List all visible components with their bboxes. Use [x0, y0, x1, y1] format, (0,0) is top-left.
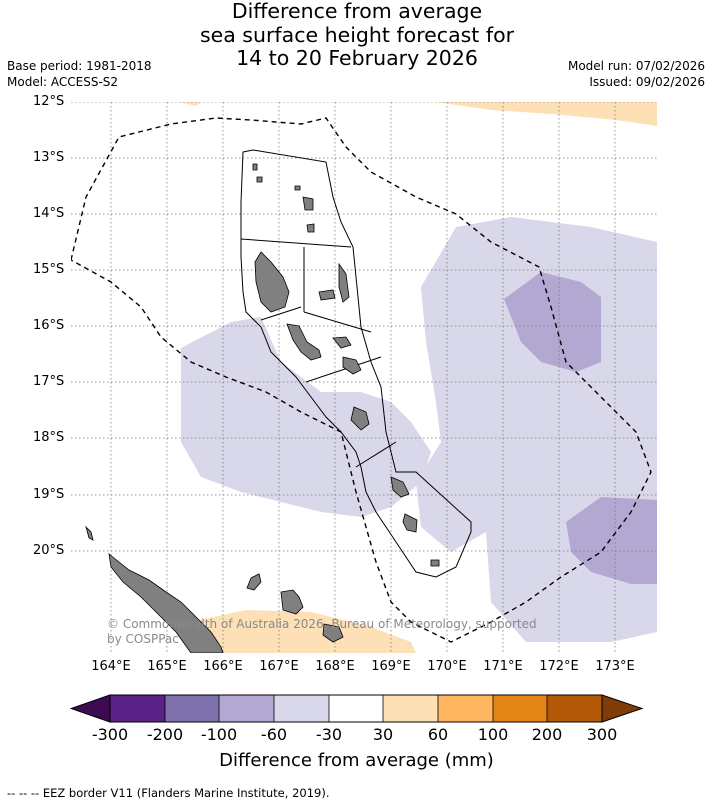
lon-label: 172°E [539, 659, 579, 674]
island [402, 513, 418, 533]
colorbar-tick: -300 [91, 725, 129, 744]
island [350, 406, 370, 431]
colorbar-tick: -200 [146, 725, 184, 744]
island [306, 223, 315, 233]
anomaly-region-neg-60-100 [504, 272, 601, 372]
island [322, 623, 344, 643]
lat-label: 16°S [33, 318, 65, 333]
graticule [71, 102, 657, 653]
island [430, 559, 440, 567]
title-line-1: Difference from average [231, 0, 483, 23]
lat-label: 18°S [33, 430, 65, 445]
colorbar-segment [274, 695, 329, 722]
island [108, 553, 224, 653]
colorbar-segment [438, 695, 493, 722]
colorbar-tick: -60 [260, 725, 288, 744]
title-line-3: 14 to 20 February 2026 [236, 46, 478, 70]
anomaly-region-pos-30-60 [191, 610, 416, 653]
colorbar-tick: -100 [200, 725, 238, 744]
anomaly-region-neg-60-100 [566, 497, 657, 584]
lon-label: 165°E [147, 659, 187, 674]
colorbar-segment-under [70, 694, 111, 723]
copyright-notice: © Commonwealth of Australia 2026, Bureau… [107, 617, 537, 646]
colorbar-segment [383, 695, 438, 722]
anomaly-region-pos-30-60 [179, 102, 201, 106]
island [390, 476, 410, 498]
island [286, 323, 322, 361]
lon-label: 164°E [91, 659, 131, 674]
colorbar-segment [547, 695, 602, 722]
lat-label: 17°S [33, 374, 65, 389]
island [302, 196, 314, 211]
lon-label: 171°E [483, 659, 523, 674]
island [280, 589, 304, 615]
colorbar-segment-over [601, 694, 644, 723]
island [318, 289, 336, 301]
map-panel [71, 102, 657, 653]
model-name: Model: ACCESS-S2 [7, 75, 119, 89]
province-boundaries [240, 149, 472, 578]
lon-label: 170°E [427, 659, 467, 674]
island [332, 336, 352, 349]
lat-label: 14°S [33, 206, 65, 221]
anomaly-region-neg-30-60 [181, 317, 431, 517]
colorbar-segment [493, 695, 547, 722]
colorbar-tick: -30 [315, 725, 343, 744]
lat-label: 15°S [33, 262, 65, 277]
island [252, 163, 258, 171]
model-run: Model run: 07/02/2026 [567, 59, 705, 73]
colorbar-tick: 30 [372, 725, 394, 744]
map-title: Difference from average sea surface heig… [0, 0, 713, 71]
eez-footnote: -- -- -- EEZ border V11 (Flanders Marine… [7, 786, 330, 800]
lat-label: 20°S [33, 543, 65, 558]
vanuatu-islands [252, 163, 440, 567]
island [342, 356, 362, 375]
colorbar-segment [165, 695, 219, 722]
island [254, 251, 290, 313]
colorbar-segment [329, 695, 383, 722]
lat-label: 19°S [33, 487, 65, 502]
colorbar-tick: 200 [531, 725, 563, 744]
lat-label: 13°S [33, 150, 65, 165]
colorbar-tick: 100 [477, 725, 509, 744]
lon-label: 166°E [203, 659, 243, 674]
colorbar-segment [219, 695, 274, 722]
lat-label: 12°S [33, 94, 65, 109]
colorbar-tick: 300 [586, 725, 618, 744]
lon-label: 167°E [259, 659, 299, 674]
title-line-2: sea surface height forecast for [199, 22, 515, 47]
lon-label: 168°E [315, 659, 355, 674]
base-period: Base period: 1981-2018 [7, 59, 152, 73]
meta-right: Model run: 07/02/2026 Issued: 09/02/2026 [568, 58, 705, 90]
issued-date: Issued: 09/02/2026 [589, 75, 705, 89]
island [256, 176, 263, 183]
island [338, 262, 350, 303]
island [85, 525, 94, 541]
island [246, 573, 262, 591]
meta-left: Base period: 1981-2018 Model: ACCESS-S2 [7, 58, 152, 90]
island [294, 185, 301, 191]
lon-label: 173°E [595, 659, 635, 674]
anomaly-region-pos-30-60 [436, 102, 657, 126]
new-caledonia [85, 525, 344, 653]
colorbar-tick: 60 [427, 725, 449, 744]
colorbar-title: Difference from average (mm) [219, 750, 494, 771]
colorbar [70, 694, 644, 723]
lon-label: 169°E [371, 659, 411, 674]
colorbar-segment [110, 695, 165, 722]
